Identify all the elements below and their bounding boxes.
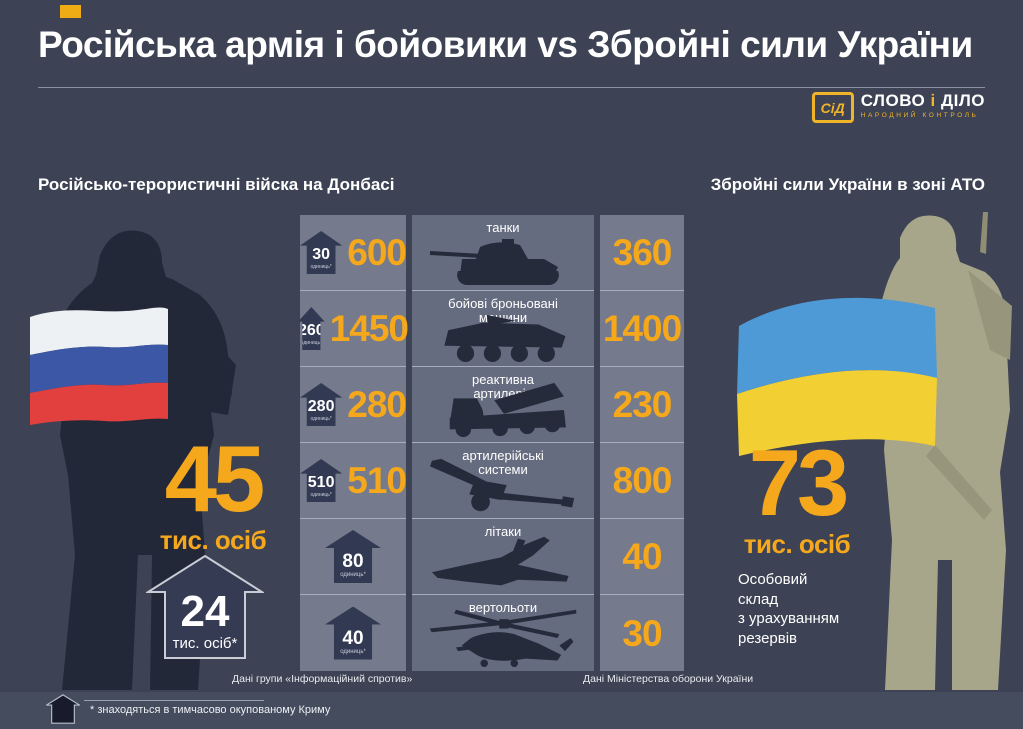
helicopter-icon bbox=[429, 609, 577, 668]
crimea-footnote: * знаходяться в тимчасово окупованому Кр… bbox=[90, 704, 331, 716]
title-divider bbox=[38, 87, 985, 88]
apc-icon bbox=[444, 314, 566, 363]
legend-divider bbox=[84, 700, 264, 701]
russia-crimea-arrow: 24 тис. осіб* bbox=[144, 554, 266, 660]
mlrs-icon bbox=[449, 382, 566, 438]
crimea-count: 510 bbox=[307, 474, 335, 491]
category-label: реактивна артилерія bbox=[471, 372, 535, 402]
russia-crimea-value: 24 bbox=[180, 587, 230, 636]
table-row: 260 одиниць* 1450 бойові броньовані маши… bbox=[298, 291, 684, 367]
logo-word-3: ДІЛО bbox=[941, 91, 985, 110]
category-label: літаки bbox=[484, 524, 522, 539]
russia-crimea-unit: тис. осіб* bbox=[172, 635, 238, 652]
ukraine-count: 360 bbox=[612, 232, 673, 273]
source-right: Дані Міністерства оборони України bbox=[583, 673, 754, 685]
crimea-legend-house-icon bbox=[46, 694, 80, 724]
crimea-house-icon: 260 одиниць* bbox=[298, 307, 325, 350]
category-cell: реактивна артилерія bbox=[412, 367, 594, 443]
table-row: 80 одиниць* літаки 40 bbox=[300, 519, 684, 595]
russia-count: 600 bbox=[347, 232, 407, 273]
crimea-unit-label: одиниць* bbox=[310, 492, 332, 498]
russia-cell: 30 одиниць* 600 bbox=[300, 215, 407, 291]
ukraine-total: 73 тис. осіб bbox=[736, 430, 858, 560]
russia-total-unit: тис. осіб bbox=[159, 525, 267, 556]
crimea-unit-label: одиниць* bbox=[340, 572, 366, 578]
logo-word-1: СЛОВО bbox=[860, 91, 926, 110]
crimea-house-icon: 510 одиниць* bbox=[300, 459, 343, 502]
tank-icon bbox=[430, 239, 559, 286]
category-cell: літаки bbox=[412, 519, 594, 595]
table-row: 280 одиниць* 280 реактивна артилерія 230 bbox=[300, 367, 684, 443]
table-row: 40 одиниць* вертольоти 30 bbox=[300, 595, 684, 671]
ukraine-cell: 30 bbox=[600, 595, 684, 671]
ukraine-total-unit: тис. осіб bbox=[743, 529, 851, 560]
ukraine-count: 40 bbox=[622, 536, 662, 577]
ukraine-count: 800 bbox=[612, 460, 673, 501]
ukraine-count: 230 bbox=[612, 384, 673, 425]
crimea-count: 280 bbox=[307, 398, 335, 415]
category-cell: вертольоти bbox=[412, 595, 594, 671]
ukraine-cell: 230 bbox=[600, 367, 684, 443]
logo-word-2: і bbox=[930, 91, 936, 110]
russia-total: 45 тис. осіб bbox=[148, 426, 278, 556]
logo-tagline: НАРОДНИЙ КОНТРОЛЬ bbox=[860, 112, 979, 119]
russia-cell: 280 одиниць* 280 bbox=[300, 367, 407, 443]
russia-cell: 40 одиниць* bbox=[300, 595, 406, 671]
ukraine-note: Особовий склад з урахуванням резервів bbox=[738, 571, 840, 647]
russia-count: 510 bbox=[347, 460, 407, 501]
ukrainian-flag bbox=[737, 297, 937, 456]
category-label: танки bbox=[486, 220, 520, 235]
crimea-unit-label: одиниць* bbox=[340, 648, 366, 655]
legend-strip bbox=[0, 692, 1023, 729]
russia-cell: 80 одиниць* bbox=[300, 519, 406, 595]
ukraine-cell: 40 bbox=[600, 519, 684, 595]
crimea-count: 260 bbox=[298, 322, 325, 339]
crimea-count: 30 bbox=[312, 246, 331, 263]
russia-total-value: 45 bbox=[164, 426, 266, 531]
ukraine-total-value: 73 bbox=[748, 430, 850, 535]
crimea-house-icon: 40 одиниць* bbox=[325, 606, 381, 660]
category-cell: танки bbox=[412, 215, 594, 291]
russia-cell: 510 одиниць* 510 bbox=[300, 443, 407, 519]
crimea-arrow-icon bbox=[144, 554, 266, 659]
table-row: 30 одиниць* 600 танки 360 bbox=[300, 215, 684, 291]
crimea-house-icon: 280 одиниць* bbox=[300, 383, 343, 426]
howitzer-icon bbox=[430, 458, 575, 512]
ukraine-cell: 800 bbox=[600, 443, 684, 519]
page-title: Російська армія і бойовики vs Збройні си… bbox=[38, 24, 973, 65]
table-row: 510 одиниць* 510 артилерійські системи 8… bbox=[300, 443, 684, 519]
category-label: бойові броньовані машини bbox=[448, 296, 558, 326]
logo-mark-icon: СіД bbox=[811, 92, 854, 123]
russia-count: 1450 bbox=[329, 308, 409, 349]
crimea-count: 40 bbox=[342, 627, 364, 649]
source-left: Дані групи «Інформаційний спротив» bbox=[232, 673, 413, 685]
category-cell: бойові броньовані машини bbox=[412, 291, 594, 367]
right-column-title: Збройні сили України в зоні АТО bbox=[710, 175, 985, 194]
russia-cell: 260 одиниць* 1450 bbox=[298, 291, 409, 367]
crimea-unit-label: одиниць* bbox=[310, 264, 332, 270]
russian-flag bbox=[30, 307, 168, 425]
comparison-table: 30 одиниць* 600 танки 360 bbox=[298, 215, 684, 671]
russia-crimea-text: 24 тис. осіб* bbox=[146, 587, 264, 653]
ukraine-count: 1400 bbox=[602, 308, 682, 349]
logo-name: СЛОВО і ДІЛО bbox=[861, 92, 985, 109]
yellow-marker bbox=[60, 5, 81, 18]
category-label: вертольоти bbox=[468, 600, 538, 615]
left-column-title: Російсько-терористичні війска на Донбасі bbox=[38, 175, 395, 194]
category-label: артилерійські системи bbox=[462, 448, 544, 478]
russia-count: 280 bbox=[347, 384, 407, 425]
ukraine-cell: 360 bbox=[600, 215, 684, 291]
ukraine-count: 30 bbox=[622, 612, 662, 654]
jet-icon bbox=[431, 536, 569, 586]
crimea-unit-label: одиниць* bbox=[300, 340, 323, 346]
crimea-house-icon: 80 одиниць* bbox=[325, 530, 381, 583]
crimea-house-icon: 30 одиниць* bbox=[300, 231, 343, 274]
crimea-unit-label: одиниць* bbox=[310, 416, 332, 422]
ukraine-cell: 1400 bbox=[600, 291, 684, 367]
slovoidilo-logo: СіД СЛОВО і ДІЛО НАРОДНИЙ КОНТРОЛЬ bbox=[811, 92, 985, 123]
category-cell: артилерійські системи bbox=[412, 443, 594, 519]
crimea-count: 80 bbox=[342, 551, 364, 572]
